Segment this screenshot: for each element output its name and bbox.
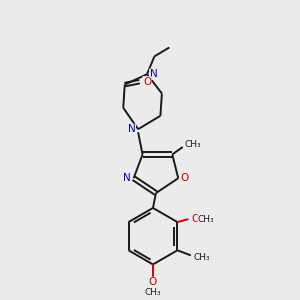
Text: CH₃: CH₃: [198, 214, 214, 224]
Text: O: O: [181, 173, 189, 183]
Text: CH₃: CH₃: [194, 253, 210, 262]
Text: CH₃: CH₃: [185, 140, 201, 148]
Text: N: N: [128, 124, 135, 134]
Text: CH₃: CH₃: [145, 288, 161, 297]
Text: N: N: [123, 173, 131, 183]
Text: N: N: [150, 69, 158, 79]
Text: O: O: [143, 76, 151, 87]
Text: O: O: [191, 214, 200, 224]
Text: O: O: [149, 277, 157, 287]
